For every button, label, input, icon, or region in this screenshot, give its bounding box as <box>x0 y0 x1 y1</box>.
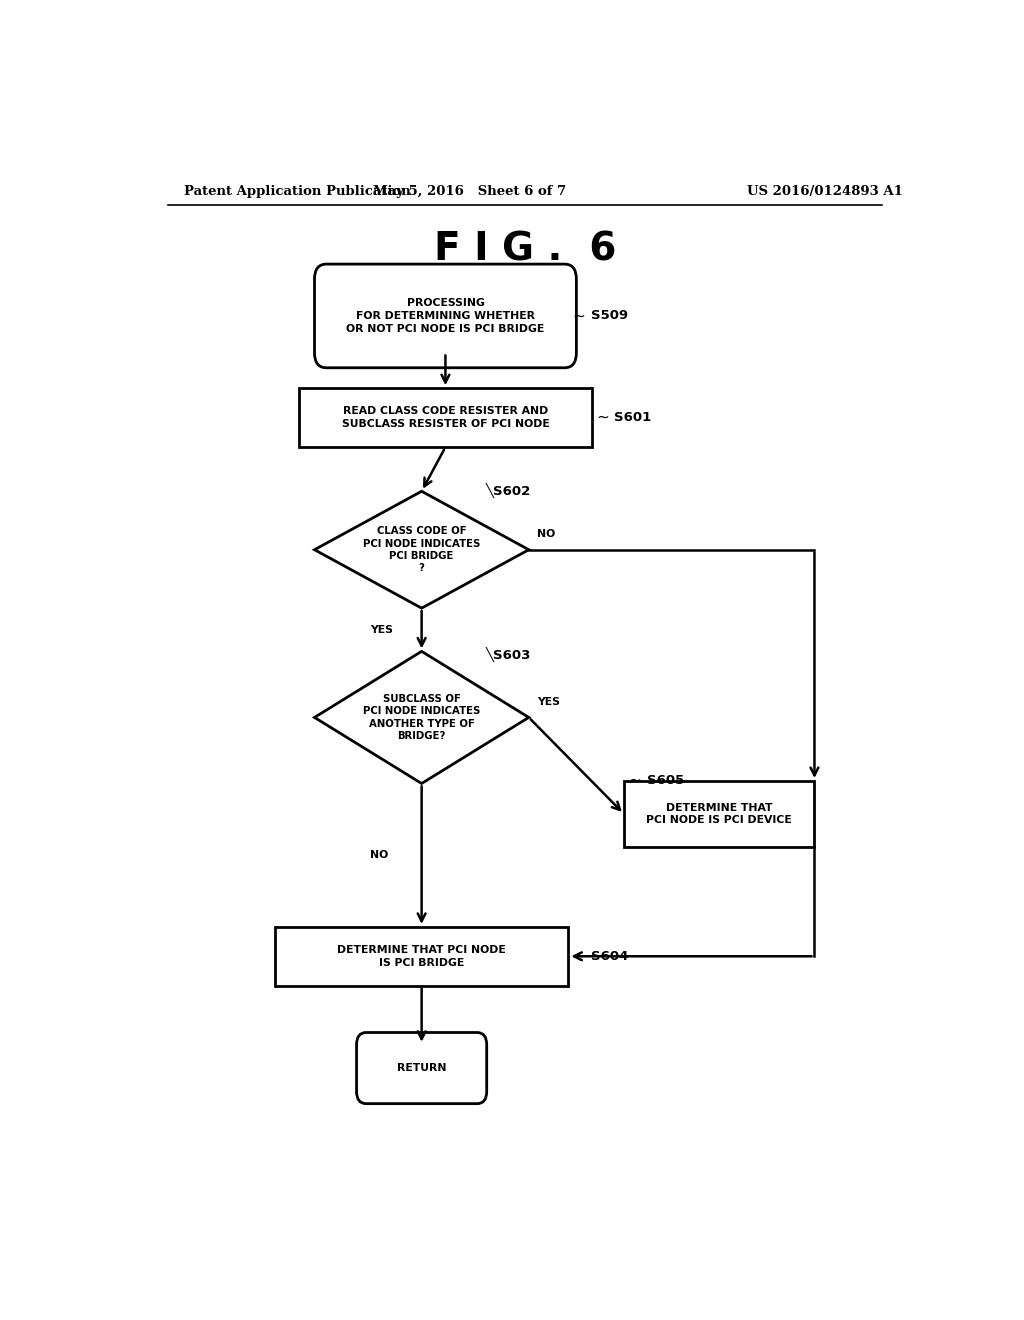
Bar <box>624 781 814 847</box>
Text: ~: ~ <box>572 949 585 964</box>
FancyBboxPatch shape <box>356 1032 486 1104</box>
Text: YES: YES <box>370 624 393 635</box>
Text: ~: ~ <box>629 774 641 788</box>
Text: ~: ~ <box>572 309 585 323</box>
Polygon shape <box>314 491 528 609</box>
Text: Patent Application Publication: Patent Application Publication <box>183 185 411 198</box>
Text: NO: NO <box>537 529 555 540</box>
Polygon shape <box>314 651 528 784</box>
Text: ╲S602: ╲S602 <box>485 483 530 499</box>
Bar <box>274 927 568 986</box>
Text: DETERMINE THAT
PCI NODE IS PCI DEVICE: DETERMINE THAT PCI NODE IS PCI DEVICE <box>646 803 793 825</box>
Text: NO: NO <box>370 850 388 861</box>
Text: F I G .  6: F I G . 6 <box>433 231 616 269</box>
Text: READ CLASS CODE RESISTER AND
SUBCLASS RESISTER OF PCI NODE: READ CLASS CODE RESISTER AND SUBCLASS RE… <box>342 407 549 429</box>
FancyBboxPatch shape <box>314 264 577 368</box>
Text: RETURN: RETURN <box>397 1063 446 1073</box>
Bar <box>299 388 592 447</box>
Text: DETERMINE THAT PCI NODE
IS PCI BRIDGE: DETERMINE THAT PCI NODE IS PCI BRIDGE <box>337 945 506 968</box>
Text: ~: ~ <box>596 411 609 425</box>
Text: US 2016/0124893 A1: US 2016/0124893 A1 <box>748 185 903 198</box>
Text: YES: YES <box>537 697 559 708</box>
Text: S605: S605 <box>647 774 684 787</box>
Text: May 5, 2016   Sheet 6 of 7: May 5, 2016 Sheet 6 of 7 <box>373 185 566 198</box>
Text: SUBCLASS OF
PCI NODE INDICATES
ANOTHER TYPE OF
BRIDGE?: SUBCLASS OF PCI NODE INDICATES ANOTHER T… <box>362 694 480 741</box>
Text: ╲S603: ╲S603 <box>485 647 530 663</box>
Text: CLASS CODE OF
PCI NODE INDICATES
PCI BRIDGE
?: CLASS CODE OF PCI NODE INDICATES PCI BRI… <box>362 527 480 573</box>
Text: S604: S604 <box>591 950 628 962</box>
Text: PROCESSING
FOR DETERMINING WHETHER
OR NOT PCI NODE IS PCI BRIDGE: PROCESSING FOR DETERMINING WHETHER OR NO… <box>346 298 545 334</box>
Text: S601: S601 <box>614 411 651 424</box>
Text: S509: S509 <box>591 309 628 322</box>
